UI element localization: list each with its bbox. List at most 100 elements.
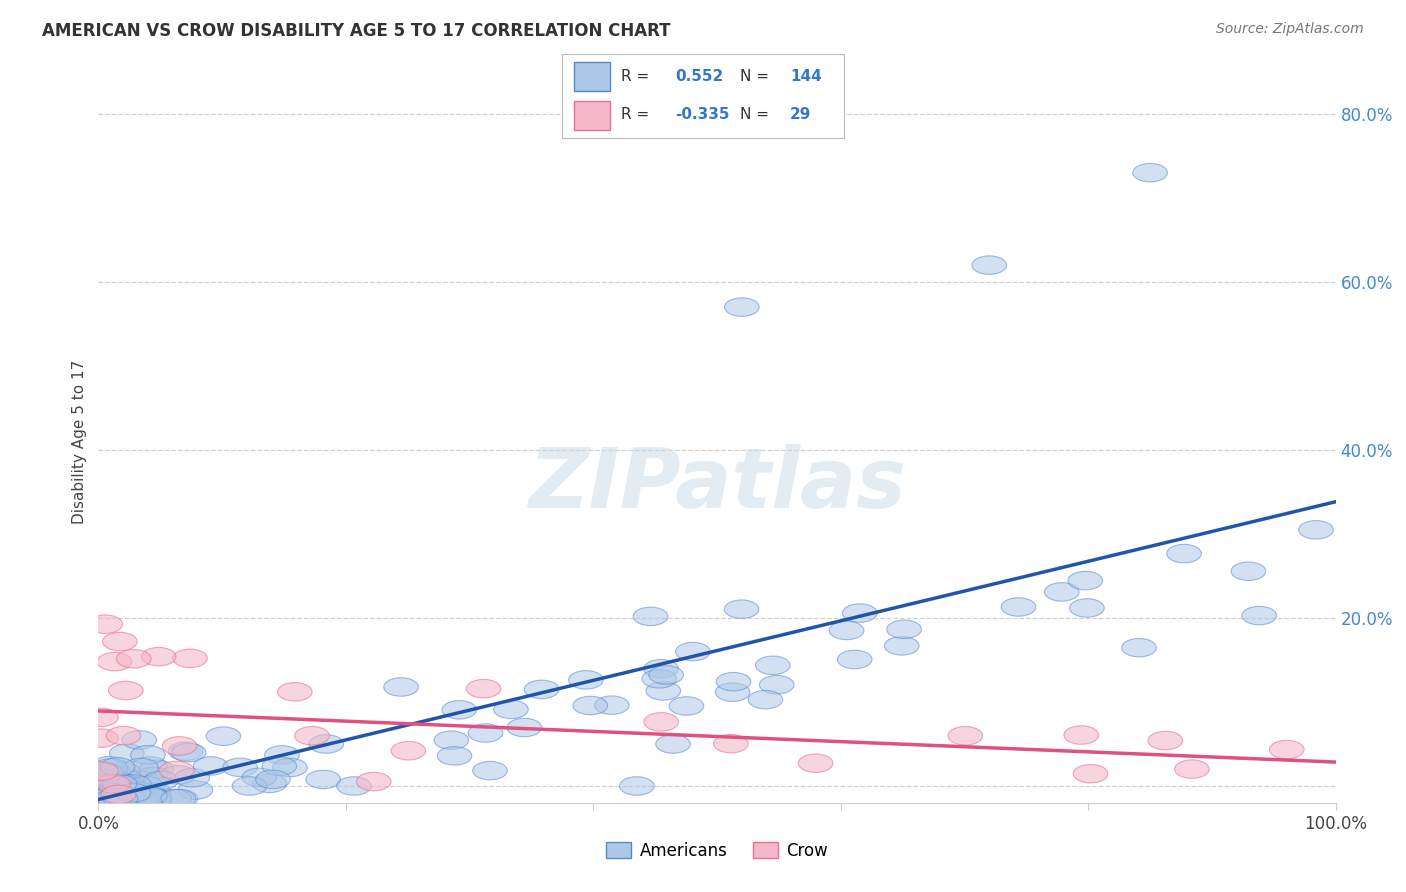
Text: Source: ZipAtlas.com: Source: ZipAtlas.com [1216,22,1364,37]
Ellipse shape [676,642,710,661]
Ellipse shape [264,746,299,764]
Ellipse shape [759,675,794,694]
Ellipse shape [295,726,329,745]
Ellipse shape [90,789,124,808]
Ellipse shape [173,649,207,667]
Ellipse shape [336,777,371,796]
Ellipse shape [94,789,128,808]
Ellipse shape [100,765,134,784]
Ellipse shape [105,767,139,786]
Ellipse shape [97,783,131,802]
Ellipse shape [136,783,172,801]
Ellipse shape [179,780,212,799]
Ellipse shape [141,648,176,666]
Ellipse shape [1232,562,1265,581]
Ellipse shape [256,770,290,789]
Ellipse shape [508,718,541,737]
Ellipse shape [643,670,676,688]
Ellipse shape [887,620,921,639]
Ellipse shape [568,671,603,690]
Ellipse shape [86,789,120,808]
Ellipse shape [1122,639,1156,657]
Ellipse shape [1064,726,1098,744]
Text: 29: 29 [790,107,811,122]
Ellipse shape [131,789,166,808]
Text: 144: 144 [790,69,823,84]
Ellipse shape [595,696,628,714]
Ellipse shape [103,774,136,793]
Ellipse shape [136,789,172,808]
Ellipse shape [103,786,138,805]
Text: -0.335: -0.335 [675,107,730,122]
Ellipse shape [309,735,343,753]
Ellipse shape [96,789,131,808]
Ellipse shape [83,789,118,808]
Ellipse shape [391,741,426,760]
Ellipse shape [1167,544,1201,563]
Ellipse shape [83,762,118,780]
Ellipse shape [104,789,139,808]
Bar [574,62,610,91]
Ellipse shape [120,782,155,800]
Ellipse shape [93,789,127,808]
Ellipse shape [96,774,131,793]
Ellipse shape [524,680,560,698]
Ellipse shape [104,773,139,791]
Ellipse shape [948,727,983,745]
Ellipse shape [112,789,146,808]
Ellipse shape [472,762,508,780]
Ellipse shape [713,734,748,753]
Ellipse shape [105,789,139,808]
Ellipse shape [83,708,118,727]
Ellipse shape [262,757,297,775]
Ellipse shape [90,789,125,808]
Ellipse shape [884,637,920,655]
Ellipse shape [124,789,157,808]
Ellipse shape [441,700,477,719]
Ellipse shape [112,777,148,796]
Ellipse shape [157,789,191,808]
Ellipse shape [83,729,118,747]
Ellipse shape [111,789,146,808]
Ellipse shape [107,726,141,745]
Ellipse shape [1001,598,1036,616]
Ellipse shape [87,789,121,808]
Ellipse shape [120,783,153,802]
Ellipse shape [117,649,150,668]
Ellipse shape [125,772,159,789]
Ellipse shape [194,756,228,775]
Ellipse shape [172,743,205,762]
Ellipse shape [842,604,877,623]
Ellipse shape [118,783,152,802]
Ellipse shape [110,744,145,763]
Ellipse shape [96,781,131,800]
Ellipse shape [105,785,141,803]
Ellipse shape [644,713,679,731]
Ellipse shape [105,789,139,808]
Ellipse shape [972,256,1007,275]
Ellipse shape [655,735,690,753]
Ellipse shape [84,768,118,787]
Ellipse shape [136,789,170,807]
Ellipse shape [117,775,150,793]
Ellipse shape [132,786,167,805]
Ellipse shape [131,746,166,764]
Ellipse shape [644,659,678,678]
Ellipse shape [1174,760,1209,779]
Ellipse shape [97,789,132,807]
Ellipse shape [117,783,150,802]
Ellipse shape [222,758,257,777]
Ellipse shape [115,770,150,788]
Ellipse shape [434,731,468,749]
Ellipse shape [1299,521,1333,539]
Ellipse shape [132,788,167,805]
Ellipse shape [574,697,607,714]
Ellipse shape [159,761,194,780]
Text: N =: N = [740,69,769,84]
Ellipse shape [1133,163,1167,182]
Ellipse shape [89,615,122,633]
Ellipse shape [1045,582,1078,601]
Bar [574,101,610,130]
Ellipse shape [101,786,135,805]
Ellipse shape [136,767,172,786]
